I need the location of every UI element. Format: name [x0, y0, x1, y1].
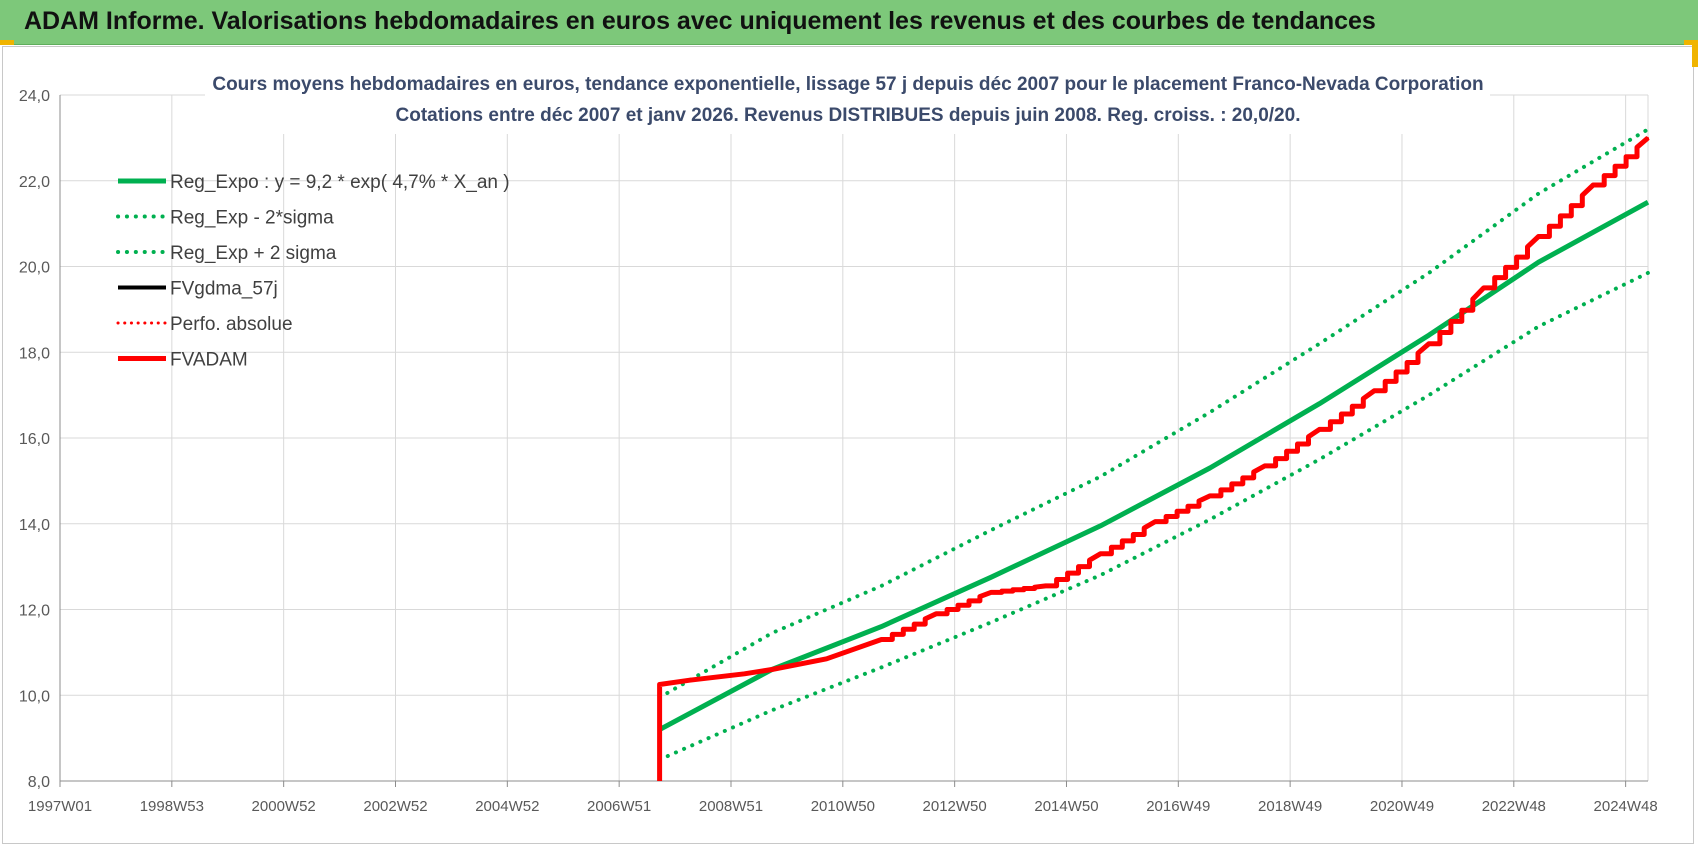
x-tick-label: 2008W51	[699, 798, 763, 815]
report-title: ADAM Informe. Valorisations hebdomadaire…	[24, 7, 1376, 35]
series-line-5	[658, 136, 1650, 686]
x-tick-label: 2010W50	[811, 798, 875, 815]
chart-frame	[2, 46, 1694, 844]
y-tick-label: 14,0	[19, 517, 50, 534]
x-tick-label: 2000W52	[252, 798, 316, 815]
x-tick-label: 2012W50	[923, 798, 987, 815]
y-tick-label: 24,0	[19, 88, 50, 105]
chart-title: Cours moyens hebdomadaires en euros, ten…	[205, 66, 1490, 134]
y-tick-label: 22,0	[19, 174, 50, 191]
series-line-4	[659, 136, 1650, 687]
title-background	[205, 66, 1490, 134]
y-tick-label: 16,0	[19, 431, 50, 448]
series-line-3	[657, 127, 1650, 700]
legend: Reg_Expo : y = 9,2 * exp( 4,7% * X_an ) R…	[116, 172, 510, 371]
x-tick-label: 2004W52	[475, 798, 539, 815]
legend-label-2: Reg_Exp - 2*sigma	[170, 208, 334, 229]
x-tick-label: 2020W49	[1370, 798, 1434, 815]
y-tick-label: 10,0	[19, 688, 50, 705]
legend-label-6: FVADAM	[170, 350, 248, 371]
series-line-6	[657, 135, 1650, 781]
y-tick-label: 12,0	[19, 603, 50, 620]
series-lines	[657, 127, 1650, 781]
series-line-1	[658, 200, 1650, 732]
x-tick-label: 2016W49	[1146, 798, 1210, 815]
y-tick-label: 18,0	[19, 345, 50, 362]
x-tick-label: 1998W53	[140, 798, 204, 815]
corner-mark-right-edge	[1692, 45, 1698, 67]
x-tick-label: 2002W52	[363, 798, 427, 815]
corner-mark-top-left	[0, 40, 14, 45]
y-tick-label: 20,0	[19, 260, 50, 277]
x-tick-label: 2018W49	[1258, 798, 1322, 815]
x-tick-label: 2022W48	[1482, 798, 1546, 815]
legend-label-1: Reg_Expo : y = 9,2 * exp( 4,7% * X_an )	[170, 172, 510, 193]
gridlines	[59, 94, 1649, 782]
legend-label-4: FVgdma_57j	[170, 279, 278, 300]
chart-title-line1: Cours moyens hebdomadaires en euros, ten…	[212, 74, 1483, 95]
x-tick-label: 2006W51	[587, 798, 651, 815]
x-tick-label: 1997W01	[28, 798, 92, 815]
series-line-2	[657, 270, 1650, 762]
legend-label-5: Perfo. absolue	[170, 314, 293, 335]
axes: 8,0 10,0 12,0 14,0 16,0 18,0 20,0 22,0 24,0 1997W…	[19, 88, 1658, 815]
x-tick-label: 2024W48	[1594, 798, 1658, 815]
y-tick-label: 8,0	[28, 774, 50, 791]
x-tick-label: 2014W50	[1034, 798, 1098, 815]
legend-label-3: Reg_Exp + 2 sigma	[170, 243, 337, 264]
chart-title-line2: Cotations entre déc 2007 et janv 2026. R…	[396, 105, 1301, 126]
report-banner: ADAM Informe. Valorisations hebdomadaire…	[0, 0, 1698, 45]
corner-mark-top-right	[1684, 40, 1698, 45]
